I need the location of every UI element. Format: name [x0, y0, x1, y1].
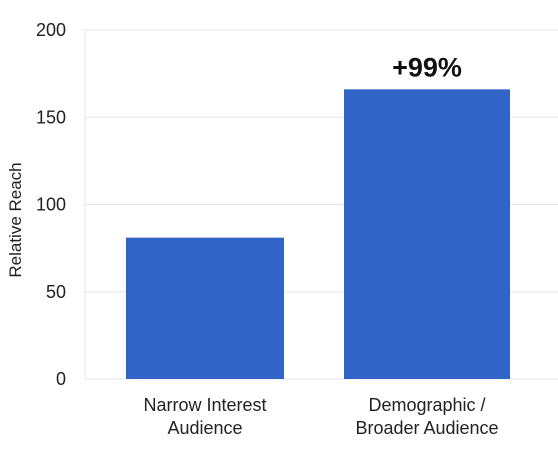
- x-tick-label: Audience: [167, 418, 242, 438]
- annotations: +99%: [392, 52, 462, 82]
- y-axis-ticks: 0 50 100 150 200: [36, 20, 66, 389]
- x-tick-label: Narrow Interest: [143, 395, 266, 415]
- bar: [344, 89, 510, 379]
- bars: [126, 89, 510, 379]
- y-tick-label: 50: [46, 282, 66, 302]
- x-axis-labels: Narrow Interest Audience Demographic / Broa…: [143, 395, 498, 438]
- x-tick-label: Broader Audience: [355, 418, 498, 438]
- y-tick-label: 150: [36, 107, 66, 127]
- x-tick-label: Demographic /: [368, 395, 485, 415]
- y-tick-label: 0: [56, 369, 66, 389]
- y-axis-title: Relative Reach: [6, 162, 25, 277]
- data-label: +99%: [392, 52, 462, 82]
- bar: [126, 237, 284, 379]
- y-tick-label: 200: [36, 20, 66, 40]
- y-tick-label: 100: [36, 195, 66, 215]
